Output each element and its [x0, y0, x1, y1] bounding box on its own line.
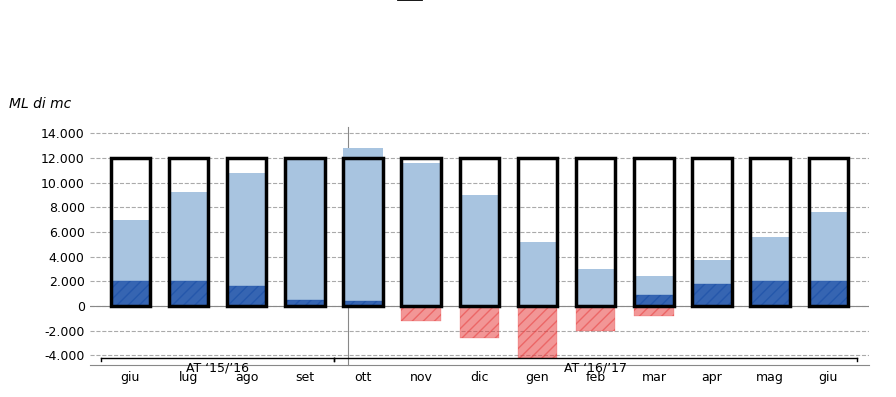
- Bar: [693, 260, 732, 306]
- Text: AT ‘16/’17: AT ‘16/’17: [564, 362, 627, 374]
- Bar: [518, 242, 557, 306]
- Bar: [227, 286, 266, 306]
- Text: AT ‘15/’16: AT ‘15/’16: [186, 362, 249, 374]
- Bar: [343, 158, 383, 306]
- Bar: [518, 158, 557, 306]
- Bar: [808, 158, 849, 306]
- Bar: [576, 306, 616, 331]
- Bar: [285, 158, 324, 306]
- Bar: [460, 195, 499, 306]
- Bar: [808, 212, 849, 306]
- Bar: [576, 269, 616, 306]
- Bar: [227, 173, 266, 306]
- Bar: [576, 158, 616, 306]
- Bar: [168, 193, 208, 306]
- Bar: [401, 158, 441, 306]
- Bar: [634, 306, 674, 316]
- Bar: [110, 220, 151, 306]
- Bar: [227, 158, 266, 306]
- Bar: [634, 276, 674, 306]
- Bar: [285, 300, 324, 306]
- Bar: [693, 158, 732, 306]
- Bar: [343, 301, 383, 306]
- Bar: [518, 306, 557, 358]
- Bar: [110, 158, 151, 306]
- Bar: [401, 306, 441, 321]
- Legend: Giacenze fine mese, Erogazione, Iniezioni, Spazio conferito: Giacenze fine mese, Erogazione, Iniezion…: [197, 0, 541, 6]
- Bar: [401, 163, 441, 306]
- Bar: [168, 281, 208, 306]
- Bar: [751, 237, 790, 306]
- Bar: [343, 148, 383, 306]
- Bar: [285, 158, 324, 306]
- Bar: [808, 281, 849, 306]
- Bar: [460, 306, 499, 338]
- Bar: [634, 158, 674, 306]
- Text: ML di mc: ML di mc: [9, 97, 71, 111]
- Bar: [693, 284, 732, 306]
- Bar: [634, 295, 674, 306]
- Bar: [168, 158, 208, 306]
- Bar: [110, 281, 151, 306]
- Bar: [751, 281, 790, 306]
- Bar: [751, 158, 790, 306]
- Bar: [460, 158, 499, 306]
